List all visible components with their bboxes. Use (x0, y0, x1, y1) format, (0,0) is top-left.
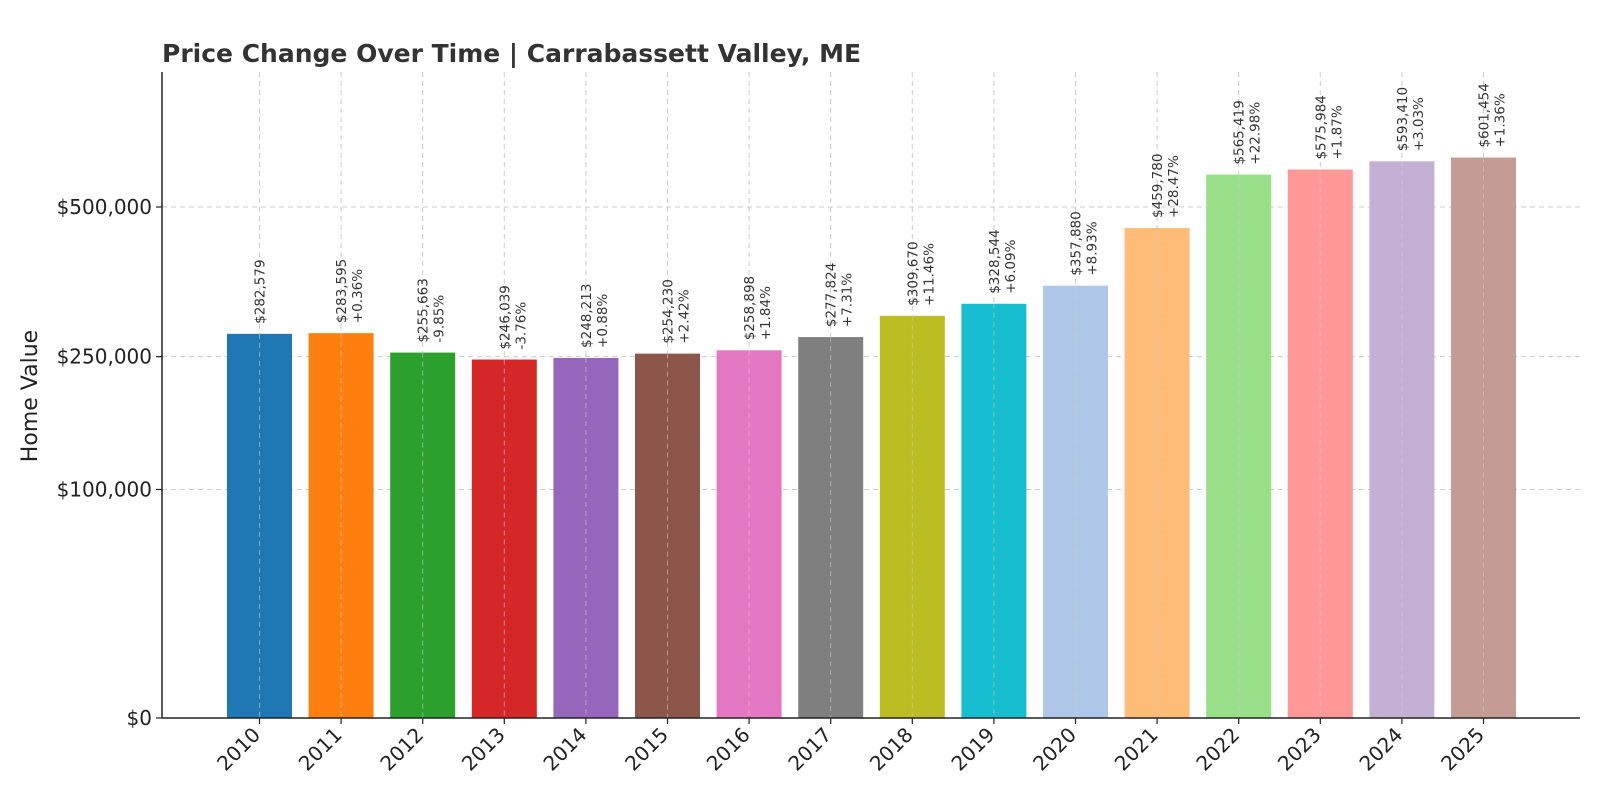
value-label: $565,419 (1232, 100, 1248, 164)
bar-2013 (471, 359, 537, 718)
value-label: $357,880 (1069, 211, 1085, 275)
change-label: +0.36% (350, 269, 366, 323)
value-label: $248,213 (579, 284, 595, 348)
value-label: $282,579 (253, 259, 269, 323)
x-tick-label: 2016 (702, 723, 755, 776)
x-tick-label: 2011 (294, 723, 347, 776)
value-label: $328,544 (987, 229, 1003, 293)
change-label: +28.47% (1166, 155, 1182, 218)
value-label: $254,230 (661, 279, 677, 343)
y-axis-label: Home Value (18, 330, 43, 462)
x-tick-label: 2019 (946, 723, 999, 776)
value-label: $258,898 (742, 276, 758, 340)
change-label: +7.31% (840, 273, 856, 327)
y-tick-label: $250,000 (57, 345, 152, 369)
x-tick-label: 2020 (1028, 723, 1081, 776)
value-label: $255,663 (416, 278, 432, 342)
y-tick-label: $100,000 (57, 477, 152, 501)
x-tick-label: 2023 (1273, 723, 1326, 776)
value-label: $601,454 (1477, 83, 1493, 147)
change-label: -3.76% (513, 302, 529, 350)
x-tick-label: 2010 (212, 723, 265, 776)
y-tick-label: $0 (127, 706, 152, 730)
bar-labels: $282,579 $283,595 +0.36% $255,663 -9.85% $246… (253, 83, 1509, 349)
x-tick-label: 2014 (538, 723, 591, 776)
change-label: +8.93% (1085, 221, 1101, 275)
value-label: $283,595 (334, 259, 350, 323)
change-label: +11.46% (921, 243, 937, 306)
change-label: -9.85% (432, 295, 448, 343)
x-tick-label: 2013 (457, 723, 510, 776)
value-label: $246,039 (497, 285, 513, 349)
x-tick-label: 2017 (783, 723, 836, 776)
x-tick-label: 2015 (620, 723, 673, 776)
value-label: $575,984 (1313, 95, 1329, 159)
change-label: +1.36% (1493, 93, 1509, 147)
x-tick-label: 2012 (375, 723, 428, 776)
value-label: $459,780 (1150, 154, 1166, 218)
change-label: +1.84% (758, 286, 774, 340)
change-label: +22.98% (1248, 102, 1264, 165)
change-label: +6.09% (1003, 239, 1019, 293)
change-label: +3.03% (1411, 97, 1427, 151)
x-tick-label: 2025 (1436, 723, 1489, 776)
x-tick-label: 2024 (1354, 723, 1407, 776)
value-label: $309,670 (905, 241, 921, 305)
change-label: +1.87% (1329, 105, 1345, 159)
y-tick-label: $500,000 (57, 195, 152, 219)
value-label: $277,824 (824, 263, 840, 327)
chart-title: Price Change Over Time | Carrabassett Va… (162, 39, 861, 68)
bars (227, 157, 1516, 719)
change-label: +0.88% (595, 294, 611, 348)
x-tick-label: 2021 (1110, 723, 1163, 776)
grid (162, 72, 1580, 718)
x-tick-label: 2018 (865, 723, 918, 776)
x-tick-label: 2022 (1191, 723, 1244, 776)
change-label: +2.42% (677, 289, 693, 343)
value-label: $593,410 (1395, 87, 1411, 151)
